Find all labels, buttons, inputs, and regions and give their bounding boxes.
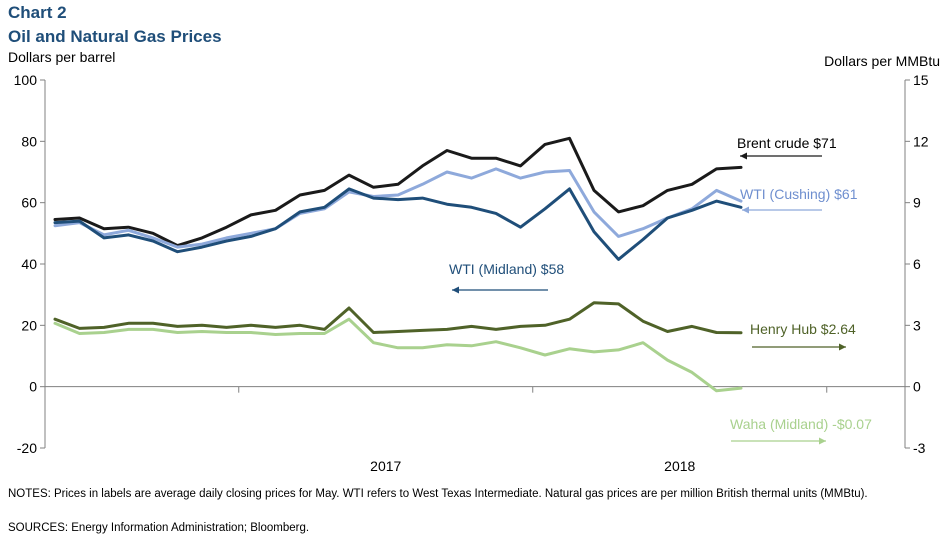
left-tick-label: 40 (21, 256, 37, 272)
left-tick-label: 100 (14, 72, 38, 88)
right-tick-label: -3 (913, 440, 926, 456)
left-tick-label: 20 (21, 317, 37, 333)
chart-title: Oil and Natural Gas Prices (8, 27, 222, 46)
series-line-brent-crude-71 (53, 136, 743, 248)
right-tick-label: 12 (913, 133, 929, 149)
chart-notes: NOTES: Prices in labels are average dail… (8, 488, 868, 500)
series-label-arrowhead-brent-crude-71 (740, 152, 747, 160)
series-label-arrowhead-wti-midland-58 (452, 286, 459, 294)
right-axis-unit: Dollars per MMBtu (824, 53, 940, 69)
left-tick-label: 60 (21, 195, 37, 211)
right-tick-label: 15 (913, 72, 929, 88)
series-label-wti-cushing-61: WTI (Cushing) $61 (740, 186, 858, 202)
series-label-arrowhead-henry-hub-2-64 (839, 343, 846, 351)
series-label-brent-crude-71: Brent crude $71 (737, 135, 837, 151)
left-tick-label: -20 (17, 440, 37, 456)
year-label: 2018 (664, 458, 695, 474)
right-tick-label: 3 (913, 317, 921, 333)
left-tick-label: 80 (21, 133, 37, 149)
series-label-henry-hub-2-64: Henry Hub $2.64 (750, 321, 856, 337)
chart-number: Chart 2 (8, 3, 67, 22)
series-label-wti-midland-58: WTI (Midland) $58 (449, 261, 564, 277)
series-line-henry-hub-2-64 (53, 301, 743, 335)
chart-sources: SOURCES: Energy Information Administrati… (8, 522, 310, 534)
right-tick-label: 9 (913, 195, 921, 211)
series-line-waha-midland-0-07 (53, 317, 743, 393)
year-label: 2017 (370, 458, 401, 474)
series-line-wti-midland-58 (53, 187, 743, 261)
right-tick-label: 6 (913, 256, 921, 272)
series-label-arrowhead-wti-cushing-61 (742, 206, 749, 214)
series-label-arrowhead-waha-midland-0-07 (819, 437, 826, 445)
series-label-waha-midland-0-07: Waha (Midland) -$0.07 (730, 416, 872, 432)
right-tick-label: 0 (913, 379, 921, 395)
series-line-wti-cushing-61 (53, 167, 743, 249)
left-tick-label: 0 (29, 379, 37, 395)
left-axis-unit: Dollars per barrel (8, 49, 116, 65)
